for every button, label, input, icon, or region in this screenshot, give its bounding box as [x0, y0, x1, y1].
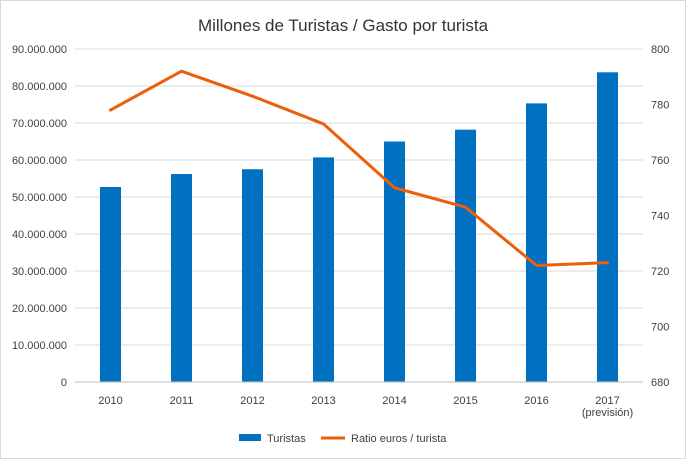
bar — [384, 141, 405, 382]
x-tick-label: 2011 — [170, 395, 194, 407]
bar — [455, 129, 476, 382]
left-tick-label: 70.000.000 — [12, 118, 67, 130]
right-tick-label: 760 — [651, 155, 669, 167]
bar-series — [100, 72, 618, 382]
bar — [171, 174, 192, 382]
bar — [597, 72, 618, 382]
left-tick-label: 90.000.000 — [12, 44, 67, 56]
x-tick-sublabel: (previsión) — [582, 407, 633, 419]
left-tick-label: 50.000.000 — [12, 192, 67, 204]
right-tick-label: 700 — [651, 322, 669, 334]
left-tick-label: 0 — [61, 377, 67, 389]
x-tick-label: 2013 — [311, 395, 335, 407]
right-tick-label: 780 — [651, 100, 669, 112]
left-tick-label: 60.000.000 — [12, 155, 67, 167]
line-path — [109, 69, 609, 267]
bar — [100, 187, 121, 382]
x-tick-label: 2010 — [98, 395, 122, 407]
x-tick-label: 2016 — [524, 395, 548, 407]
x-tick-label: 2012 — [240, 395, 264, 407]
left-tick-label: 30.000.000 — [12, 266, 67, 278]
right-axis: 680 700 720 740 760 780 800 — [651, 44, 669, 389]
left-tick-label: 10.000.000 — [12, 340, 67, 352]
x-tick-label: 2017 — [595, 395, 619, 407]
bar — [242, 169, 263, 382]
right-tick-label: 680 — [651, 377, 669, 389]
left-tick-label: 40.000.000 — [12, 229, 67, 241]
bar — [313, 157, 334, 382]
legend-swatch-bar — [239, 434, 261, 441]
x-tick-label: 2015 — [453, 395, 477, 407]
left-axis: 0 10.000.000 20.000.000 30.000.000 40.000.00… — [12, 44, 67, 389]
line-series — [109, 69, 609, 267]
legend-label: Ratio euros / turista — [351, 433, 447, 445]
left-tick-label: 20.000.000 — [12, 303, 67, 315]
right-tick-label: 720 — [651, 266, 669, 278]
chart-title: Millones de Turistas / Gasto por turista — [198, 16, 489, 35]
right-tick-label: 740 — [651, 211, 669, 223]
x-axis: 2010 2011 2012 2013 2014 2015 2016 2017(previsi… — [75, 381, 643, 419]
legend: Turistas Ratio euros / turista — [239, 433, 447, 445]
gridlines — [75, 48, 643, 346]
bar — [526, 103, 547, 382]
right-tick-label: 800 — [651, 44, 669, 56]
legend-label: Turistas — [267, 433, 306, 445]
left-tick-label: 80.000.000 — [12, 81, 67, 93]
x-tick-label: 2014 — [382, 395, 406, 407]
